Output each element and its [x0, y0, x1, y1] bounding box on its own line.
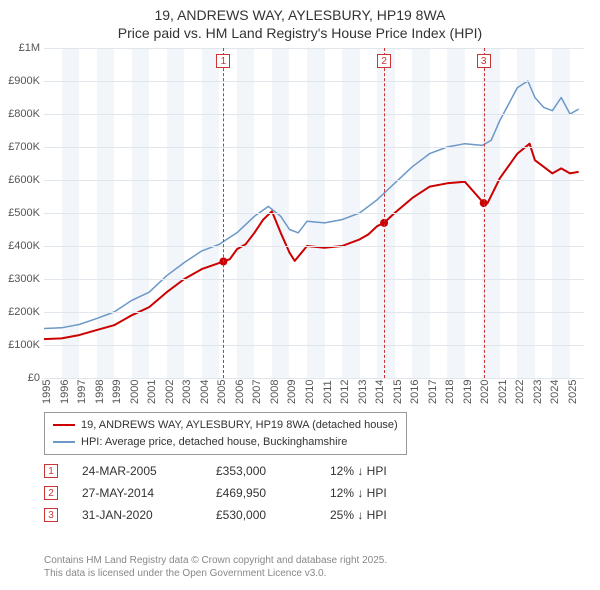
legend-item: HPI: Average price, detached house, Buck… — [53, 434, 398, 451]
y-axis-label: £200K — [2, 306, 40, 318]
x-axis-label: 2002 — [164, 380, 176, 404]
transaction-diff: 25% ↓ HPI — [330, 508, 420, 522]
x-axis-label: 1998 — [94, 380, 106, 404]
legend-label: 19, ANDREWS WAY, AYLESBURY, HP19 8WA (de… — [81, 417, 398, 434]
y-axis-label: £300K — [2, 273, 40, 285]
transaction-diff: 12% ↓ HPI — [330, 464, 420, 478]
x-axis-label: 2012 — [339, 380, 351, 404]
transaction-marker-box: 3 — [44, 508, 58, 522]
x-axis-label: 2017 — [427, 380, 439, 404]
sale-marker-box: 1 — [216, 54, 230, 68]
x-axis-label: 2005 — [216, 380, 228, 404]
footer-line-2: This data is licensed under the Open Gov… — [44, 567, 387, 580]
gridline — [44, 345, 584, 346]
sale-marker-box: 3 — [477, 54, 491, 68]
gridline — [44, 279, 584, 280]
x-axis-label: 2014 — [374, 380, 386, 404]
y-axis-label: £800K — [2, 108, 40, 120]
gridline — [44, 180, 584, 181]
title-line-2: Price paid vs. HM Land Registry's House … — [0, 24, 600, 42]
sale-marker-line — [484, 48, 485, 378]
gridline — [44, 114, 584, 115]
gridline — [44, 312, 584, 313]
y-axis-label: £1M — [2, 42, 40, 54]
x-axis-label: 1997 — [76, 380, 88, 404]
x-axis-label: 2004 — [199, 380, 211, 404]
legend-item: 19, ANDREWS WAY, AYLESBURY, HP19 8WA (de… — [53, 417, 398, 434]
x-axis-label: 2021 — [497, 380, 509, 404]
x-axis-label: 2024 — [549, 380, 561, 404]
legend-swatch — [53, 424, 75, 426]
footer-line-1: Contains HM Land Registry data © Crown c… — [44, 554, 387, 567]
x-axis-label: 1995 — [41, 380, 53, 404]
x-axis-label: 2006 — [234, 380, 246, 404]
transaction-row: 2 27-MAY-2014 £469,950 12% ↓ HPI — [44, 482, 420, 504]
series-line — [44, 81, 579, 329]
x-axis-label: 2007 — [251, 380, 263, 404]
x-axis-label: 1999 — [111, 380, 123, 404]
x-axis-label: 2023 — [532, 380, 544, 404]
x-axis-label: 2020 — [479, 380, 491, 404]
y-axis-label: £100K — [2, 339, 40, 351]
transaction-price: £353,000 — [216, 464, 306, 478]
transaction-diff: 12% ↓ HPI — [330, 486, 420, 500]
legend-label: HPI: Average price, detached house, Buck… — [81, 434, 347, 451]
transaction-date: 24-MAR-2005 — [82, 464, 192, 478]
x-axis-label: 2010 — [304, 380, 316, 404]
x-axis-label: 2019 — [462, 380, 474, 404]
x-axis-label: 2011 — [322, 380, 334, 404]
x-axis-label: 2009 — [286, 380, 298, 404]
legend-box: 19, ANDREWS WAY, AYLESBURY, HP19 8WA (de… — [44, 412, 407, 455]
y-axis-label: £400K — [2, 240, 40, 252]
gridline — [44, 81, 584, 82]
sale-marker-line — [223, 48, 224, 378]
footer-notice: Contains HM Land Registry data © Crown c… — [44, 554, 387, 580]
gridline — [44, 147, 584, 148]
title-block: 19, ANDREWS WAY, AYLESBURY, HP19 8WA Pri… — [0, 0, 600, 42]
x-axis-label: 2013 — [357, 380, 369, 404]
transaction-row: 3 31-JAN-2020 £530,000 25% ↓ HPI — [44, 504, 420, 526]
sale-marker-line — [384, 48, 385, 378]
legend-swatch — [53, 441, 75, 443]
y-axis-label: £600K — [2, 174, 40, 186]
transaction-row: 1 24-MAR-2005 £353,000 12% ↓ HPI — [44, 460, 420, 482]
x-axis-label: 2001 — [146, 380, 158, 404]
x-axis-label: 2022 — [514, 380, 526, 404]
gridline — [44, 48, 584, 49]
series-line — [44, 144, 579, 339]
x-axis-label: 2015 — [392, 380, 404, 404]
transaction-marker-box: 2 — [44, 486, 58, 500]
x-axis-label: 1996 — [59, 380, 71, 404]
figure: 19, ANDREWS WAY, AYLESBURY, HP19 8WA Pri… — [0, 0, 600, 590]
gridline — [44, 246, 584, 247]
y-axis-label: £0 — [2, 372, 40, 384]
x-axis-label: 2003 — [181, 380, 193, 404]
x-axis-label: 2000 — [129, 380, 141, 404]
x-axis-label: 2025 — [567, 380, 579, 404]
sale-marker-box: 2 — [377, 54, 391, 68]
chart-area: £0£100K£200K£300K£400K£500K£600K£700K£80… — [44, 48, 584, 378]
gridline — [44, 213, 584, 214]
transaction-date: 31-JAN-2020 — [82, 508, 192, 522]
transaction-price: £530,000 — [216, 508, 306, 522]
x-axis-label: 2016 — [409, 380, 421, 404]
title-line-1: 19, ANDREWS WAY, AYLESBURY, HP19 8WA — [0, 6, 600, 24]
x-axis-label: 2008 — [269, 380, 281, 404]
transaction-date: 27-MAY-2014 — [82, 486, 192, 500]
transaction-marker-box: 1 — [44, 464, 58, 478]
y-axis-label: £700K — [2, 141, 40, 153]
y-axis-label: £500K — [2, 207, 40, 219]
transaction-price: £469,950 — [216, 486, 306, 500]
x-axis-label: 2018 — [444, 380, 456, 404]
y-axis-label: £900K — [2, 75, 40, 87]
transactions-table: 1 24-MAR-2005 £353,000 12% ↓ HPI 2 27-MAY-201… — [44, 460, 420, 526]
